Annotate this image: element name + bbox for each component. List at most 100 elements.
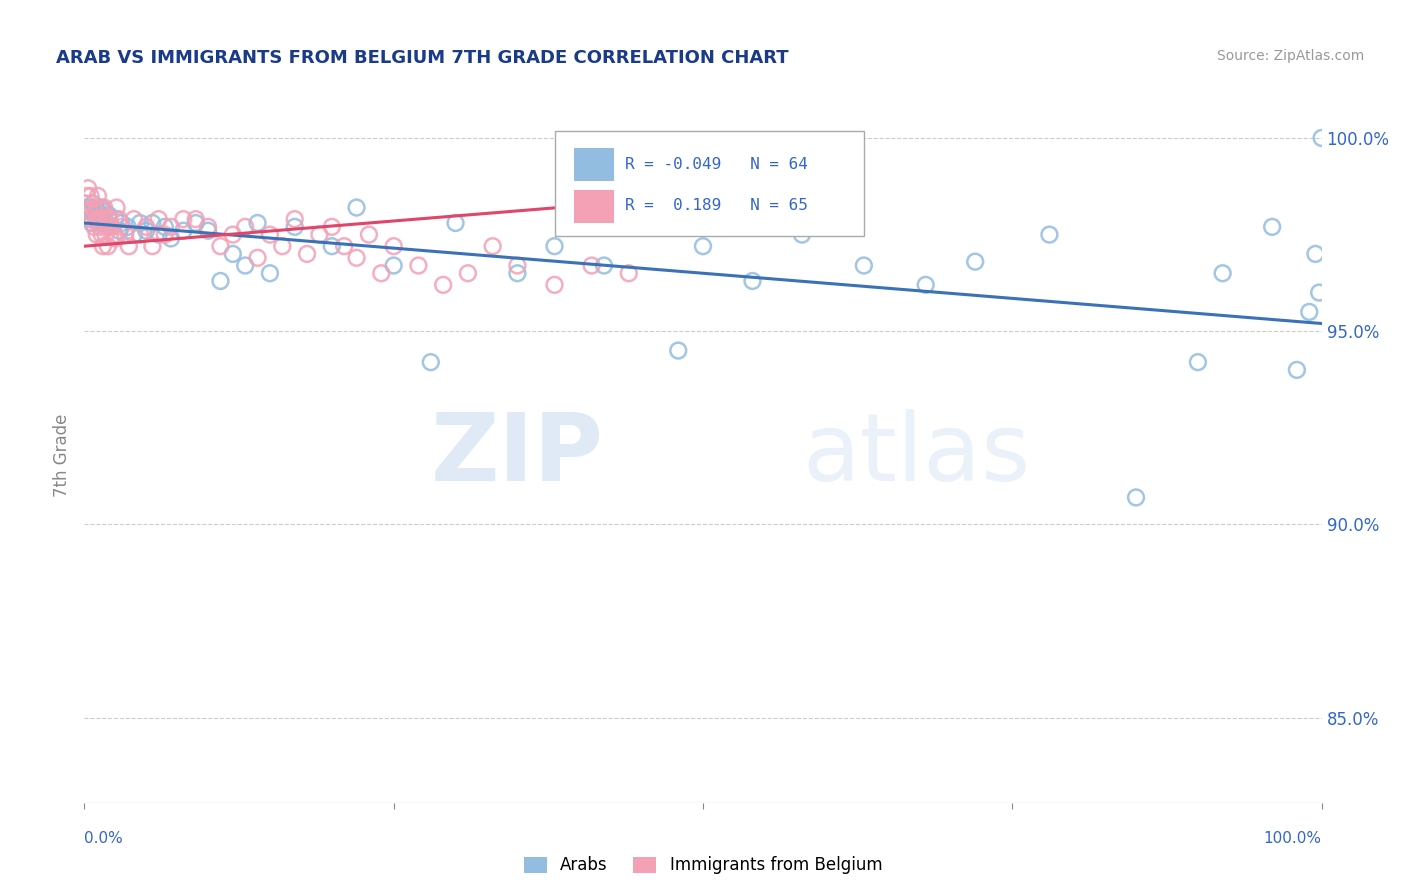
Point: [135, 219, 157, 234]
Point: [80, 216, 103, 230]
Y-axis label: 7th Grade: 7th Grade: [53, 413, 72, 497]
Point: [160, 231, 183, 245]
Point: [444, 216, 467, 230]
Point: [160, 219, 183, 234]
Point: [86, 212, 108, 227]
Point: [108, 224, 131, 238]
Point: [184, 216, 207, 230]
Point: [89, 212, 111, 227]
FancyBboxPatch shape: [554, 131, 863, 235]
Point: [965, 254, 987, 268]
Point: [103, 227, 125, 242]
Point: [222, 247, 245, 261]
Point: [581, 259, 603, 273]
Point: [284, 219, 307, 234]
Point: [110, 216, 132, 230]
Point: [135, 224, 157, 238]
Point: [914, 277, 936, 292]
Text: R = -0.049   N = 64: R = -0.049 N = 64: [626, 157, 808, 171]
Point: [543, 277, 565, 292]
Point: [104, 212, 127, 227]
Point: [284, 212, 307, 227]
Point: [852, 259, 875, 273]
Point: [79, 204, 101, 219]
Point: [295, 247, 318, 261]
Point: [153, 219, 176, 234]
Point: [117, 219, 139, 234]
Point: [93, 201, 115, 215]
Point: [197, 219, 219, 234]
Point: [432, 277, 454, 292]
Point: [419, 355, 441, 369]
Point: [86, 212, 108, 227]
FancyBboxPatch shape: [574, 148, 614, 181]
Point: [1285, 363, 1308, 377]
Point: [382, 259, 405, 273]
Point: [77, 201, 100, 215]
Point: [83, 208, 105, 222]
Point: [98, 219, 121, 234]
Point: [122, 227, 145, 242]
Point: [148, 227, 170, 242]
Point: [246, 251, 269, 265]
Point: [104, 231, 127, 245]
FancyBboxPatch shape: [574, 190, 614, 222]
Point: [79, 189, 101, 203]
Text: ARAB VS IMMIGRANTS FROM BELGIUM 7TH GRADE CORRELATION CHART: ARAB VS IMMIGRANTS FROM BELGIUM 7TH GRAD…: [56, 49, 789, 67]
Point: [83, 219, 105, 234]
Point: [90, 201, 112, 215]
Point: [105, 201, 128, 215]
Point: [346, 251, 368, 265]
Point: [91, 212, 114, 227]
Point: [79, 212, 101, 227]
Point: [593, 259, 616, 273]
Point: [209, 274, 232, 288]
Point: [172, 224, 194, 238]
Point: [118, 239, 141, 253]
Point: [1305, 247, 1327, 261]
Point: [1187, 355, 1209, 369]
Point: [91, 239, 114, 253]
Point: [89, 216, 111, 230]
Point: [89, 208, 111, 222]
Point: [1308, 285, 1330, 300]
Text: R =  0.189   N = 65: R = 0.189 N = 65: [626, 198, 808, 213]
Point: [333, 239, 356, 253]
Point: [153, 227, 176, 242]
Point: [197, 224, 219, 238]
Point: [481, 239, 503, 253]
Point: [129, 216, 152, 230]
Point: [90, 227, 112, 242]
Point: [184, 212, 207, 227]
Point: [1125, 491, 1147, 505]
Point: [84, 201, 107, 215]
Text: ZIP: ZIP: [432, 409, 605, 501]
Point: [91, 212, 114, 227]
Point: [93, 204, 115, 219]
Point: [543, 239, 565, 253]
Point: [1298, 305, 1320, 319]
Point: [82, 201, 104, 215]
Point: [630, 219, 652, 234]
Point: [321, 219, 343, 234]
Point: [114, 227, 136, 242]
Point: [82, 196, 104, 211]
Point: [346, 201, 368, 215]
Point: [222, 227, 245, 242]
Point: [97, 239, 120, 253]
Point: [1212, 266, 1234, 280]
Point: [271, 239, 294, 253]
Point: [741, 274, 763, 288]
Point: [790, 227, 813, 242]
Point: [89, 219, 111, 234]
Point: [408, 259, 430, 273]
Point: [141, 239, 163, 253]
Point: [89, 201, 111, 215]
Point: [506, 259, 529, 273]
Point: [1310, 131, 1333, 145]
Point: [692, 239, 714, 253]
Point: [100, 219, 122, 234]
Point: [1261, 219, 1284, 234]
Point: [233, 219, 256, 234]
Point: [110, 219, 132, 234]
